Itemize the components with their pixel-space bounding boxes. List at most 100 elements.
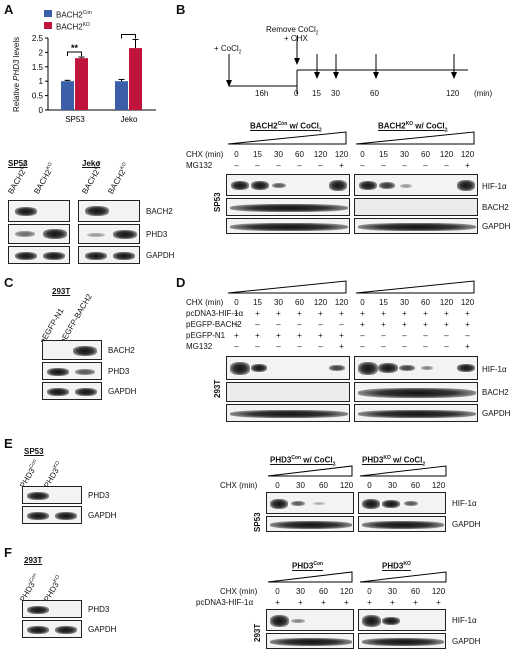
- lane-value: +: [444, 320, 449, 329]
- blot-e-phd3: [22, 486, 82, 504]
- lane-value: –: [297, 320, 302, 329]
- lane-value: 120: [431, 481, 446, 490]
- lane-value: –: [255, 320, 260, 329]
- panel-letter-e: E: [4, 436, 13, 451]
- lane-value: –: [402, 342, 407, 351]
- blot-b-ko-gapdh: [354, 218, 478, 234]
- row-label: GAPDH: [88, 625, 117, 634]
- lane-value: –: [423, 331, 428, 340]
- chx-wedges: [267, 465, 447, 477]
- lane-value: –: [234, 161, 239, 170]
- bar-chart: 0 0.5 1 1.5 2 2.5 ** SP53 ** Jeko: [32, 34, 156, 124]
- lane-value: 120: [431, 587, 446, 596]
- lane-value: +: [276, 309, 281, 318]
- timeline-time: 0: [294, 89, 299, 98]
- lane-value: +: [339, 331, 344, 340]
- lane-value: 120: [339, 587, 354, 596]
- lane-value: +: [360, 309, 365, 318]
- timeline-chx-label: + CHX: [284, 34, 308, 43]
- lane-value: +: [390, 598, 395, 607]
- blot-d-bach2-gapdh: [354, 404, 478, 422]
- cell-label: 293T: [253, 623, 262, 642]
- timeline-diagram: [226, 36, 468, 94]
- lane-value: –: [276, 342, 281, 351]
- legend-label-ko: BACH2KO: [56, 22, 90, 32]
- lane-value: +: [465, 320, 470, 329]
- cell-label: SP53: [24, 447, 44, 456]
- timeline-time: 30: [331, 89, 340, 98]
- chx-value-row: 0 15 30 60 120 120 0 15 30 60 120 120 – – – – – + – – – – – +: [226, 150, 478, 170]
- y-tick-label: 2: [39, 48, 44, 57]
- lane-label: BACH2KO: [106, 161, 128, 196]
- group-label: BACH2Con w/ CoCl2: [250, 121, 322, 134]
- lane-value: 60: [421, 298, 430, 307]
- cell-label: SP53: [253, 512, 262, 532]
- lane-value: –: [360, 342, 365, 351]
- lane-value: +: [381, 309, 386, 318]
- group-label: PHD3Con: [292, 561, 324, 571]
- cell-label: SP53: [213, 192, 222, 212]
- lane-value: +: [402, 309, 407, 318]
- lane-value: 30: [388, 481, 397, 490]
- lane-value: –: [360, 161, 365, 170]
- significance-bracket: [67, 51, 82, 57]
- lane-label: BACH2KO: [32, 161, 54, 196]
- chx-wedges: [227, 280, 475, 294]
- lane-value: –: [297, 161, 302, 170]
- lane-value: –: [381, 342, 386, 351]
- lane-value: +: [297, 331, 302, 340]
- treatment-grid: 0 30 60 120 0 30 60 120 + + + + + + + +: [266, 587, 450, 609]
- lane-value: 0: [234, 298, 239, 307]
- lane-value: 15: [253, 150, 262, 159]
- x-category-label: Jeko: [121, 115, 138, 124]
- blot-d-bach2-bach2: [354, 382, 478, 402]
- lane-value: –: [255, 161, 260, 170]
- lane-value: +: [444, 309, 449, 318]
- blot-a-sp53-gapdh: [8, 246, 70, 264]
- blot-e-gapdh: [22, 506, 82, 524]
- blot-c-bach2: [42, 340, 102, 360]
- y-tick-label: 0.5: [32, 92, 44, 101]
- timeline-time: 120: [446, 89, 460, 98]
- blot-d-n1-gapdh: [226, 404, 350, 422]
- lane-value: 0: [275, 481, 280, 490]
- lane-value: +: [318, 309, 323, 318]
- lane-label: pEGFP-BACH2: [58, 292, 94, 345]
- row-label: GAPDH: [88, 511, 117, 520]
- row-label: PHD3: [108, 367, 130, 376]
- blot-f-ko-gapdh: [358, 633, 446, 649]
- blot-e-ko-gapdh: [358, 516, 446, 532]
- lane-value: 120: [313, 298, 328, 307]
- row-label-gapdh: GAPDH: [146, 251, 175, 260]
- row-label: GAPDH: [452, 520, 481, 529]
- lane-label: PHD3Con: [18, 458, 39, 490]
- lane-value: 0: [360, 298, 365, 307]
- lane-value: 15: [379, 298, 388, 307]
- lane-value: –: [339, 320, 344, 329]
- plasmid-label: pEGFP-N1: [186, 331, 226, 340]
- lane-value: +: [275, 598, 280, 607]
- lane-value: +: [276, 331, 281, 340]
- y-tick-label: 2.5: [32, 34, 44, 43]
- cell-label: 293T: [52, 287, 71, 296]
- lane-value: –: [381, 331, 386, 340]
- lane-value: +: [465, 342, 470, 351]
- lane-value: –: [402, 161, 407, 170]
- lane-value: +: [255, 309, 260, 318]
- blot-group-jeko: Jeko: [82, 159, 101, 168]
- lane-value: +: [413, 598, 418, 607]
- cell-label: 293T: [24, 556, 43, 565]
- blot-b-ko-bach2: [354, 198, 478, 216]
- row-label-phd3: PHD3: [146, 230, 168, 239]
- lane-value: –: [423, 342, 428, 351]
- panel-letter-a: A: [4, 2, 14, 17]
- lane-value: +: [436, 598, 441, 607]
- lane-value: 60: [411, 587, 420, 596]
- lane-value: 30: [274, 298, 283, 307]
- chx-label: CHX (min): [220, 587, 258, 596]
- blot-b-con-gapdh: [226, 218, 350, 234]
- lane-value: 60: [411, 481, 420, 490]
- row-label-bach2: BACH2: [146, 207, 173, 216]
- lane-value: 60: [421, 150, 430, 159]
- lane-value: 0: [360, 150, 365, 159]
